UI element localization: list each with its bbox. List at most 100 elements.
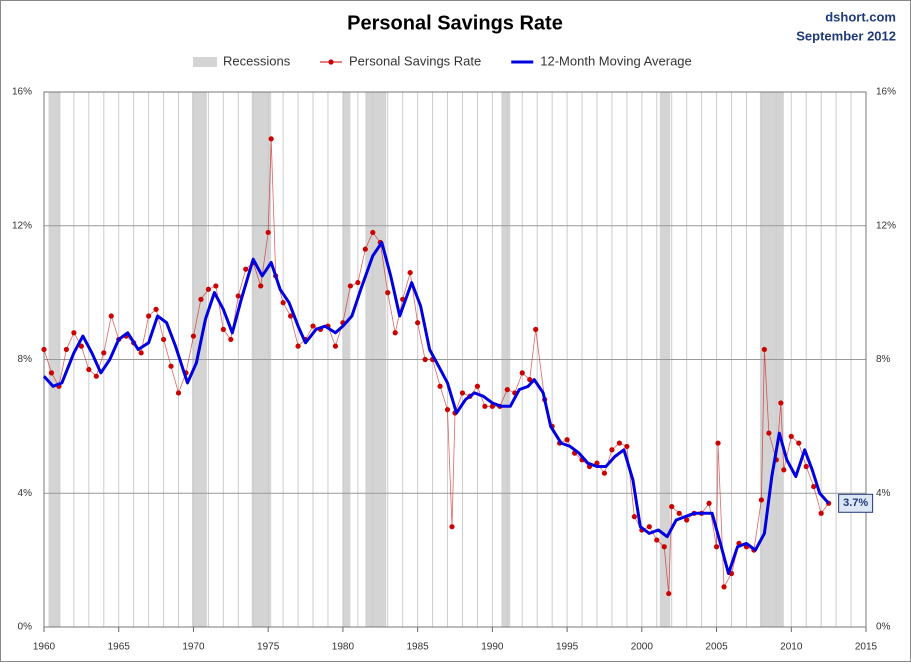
data-point (78, 343, 84, 349)
data-point (533, 326, 539, 333)
data-point (220, 326, 226, 333)
data-point (758, 497, 764, 503)
data-point (654, 537, 660, 543)
data-point (86, 366, 92, 373)
data-point (766, 430, 772, 436)
x-tick-label: 1970 (182, 642, 205, 653)
data-point (781, 467, 787, 473)
data-point (715, 440, 721, 446)
y2-tick-label: 16% (876, 87, 896, 98)
data-point (63, 346, 70, 353)
data-point (310, 323, 316, 329)
data-point (198, 296, 204, 302)
legend-label: 12-Month Moving Average (540, 53, 692, 68)
data-point (721, 584, 727, 590)
y-tick-label: 4% (18, 488, 33, 499)
data-point (362, 246, 368, 252)
data-point (71, 330, 77, 336)
data-point (213, 283, 219, 289)
date: September 2012 (796, 28, 896, 43)
data-point (258, 283, 264, 289)
data-point (449, 524, 455, 530)
data-point (93, 373, 99, 379)
data-point (332, 343, 339, 349)
y-tick-label: 12% (12, 220, 32, 231)
data-point (268, 136, 274, 142)
x-tick-label: 1980 (332, 642, 355, 653)
data-point (713, 544, 720, 550)
x-tick-label: 1975 (257, 642, 280, 653)
data-point (778, 400, 784, 406)
legend-swatch (193, 57, 217, 67)
series-line (43, 138, 829, 594)
data-point (235, 293, 241, 299)
data-point (168, 363, 174, 369)
legend-swatch (328, 59, 334, 65)
y2-tick-label: 0% (876, 622, 891, 633)
data-point (818, 510, 824, 516)
data-point (666, 590, 672, 597)
x-tick-label: 1965 (108, 642, 131, 653)
data-point (295, 343, 301, 349)
data-point (265, 229, 271, 236)
legend-label: Recessions (223, 53, 291, 68)
data-point (669, 504, 675, 510)
data-point (482, 403, 488, 409)
data-point (101, 350, 107, 356)
data-point (519, 370, 525, 376)
data-point (108, 313, 114, 319)
data-point (437, 383, 443, 389)
data-point (684, 517, 690, 523)
data-point (228, 336, 234, 343)
data-point (661, 544, 667, 550)
data-point (407, 269, 413, 276)
x-tick-label: 1995 (556, 642, 579, 653)
data-point (355, 279, 361, 286)
y-tick-label: 8% (18, 354, 33, 365)
data-point (288, 313, 294, 319)
data-point (601, 470, 608, 476)
y-tick-label: 16% (12, 87, 32, 98)
data-point (146, 313, 152, 319)
source: dshort.com (825, 9, 896, 24)
data-point (347, 283, 353, 289)
y2-tick-label: 8% (876, 354, 891, 365)
data-point (616, 440, 623, 446)
x-tick-label: 2010 (780, 642, 803, 653)
annotation-box (838, 493, 874, 513)
data-point (624, 443, 630, 450)
data-point (41, 346, 47, 353)
x-tick-label: 1960 (33, 642, 56, 653)
data-point (444, 407, 451, 413)
data-point (205, 286, 211, 292)
plot-border (43, 91, 867, 628)
y2-tick-label: 12% (876, 220, 896, 231)
data-point (415, 320, 421, 326)
data-point (459, 390, 466, 396)
data-point (676, 510, 682, 516)
data-point (160, 336, 167, 343)
data-point (706, 500, 712, 506)
data-point (190, 333, 197, 339)
data-point (385, 290, 391, 296)
data-point (48, 370, 55, 376)
data-point (504, 386, 510, 393)
chart-title: Personal Savings Rate (347, 12, 563, 34)
data-point (243, 266, 249, 272)
data-point (175, 390, 182, 396)
data-point (153, 306, 159, 312)
data-point (422, 356, 428, 363)
x-tick-label: 2005 (705, 642, 728, 653)
series-line (42, 241, 830, 575)
data-point (803, 463, 809, 470)
data-point (392, 330, 398, 336)
x-tick-label: 2000 (631, 642, 654, 653)
data-point (788, 433, 794, 440)
data-point (564, 437, 570, 443)
data-point (527, 376, 533, 383)
data-point (474, 383, 481, 389)
data-point (646, 524, 652, 530)
y-tick-label: 0% (18, 622, 33, 633)
legend-label: Personal Savings Rate (349, 53, 481, 68)
